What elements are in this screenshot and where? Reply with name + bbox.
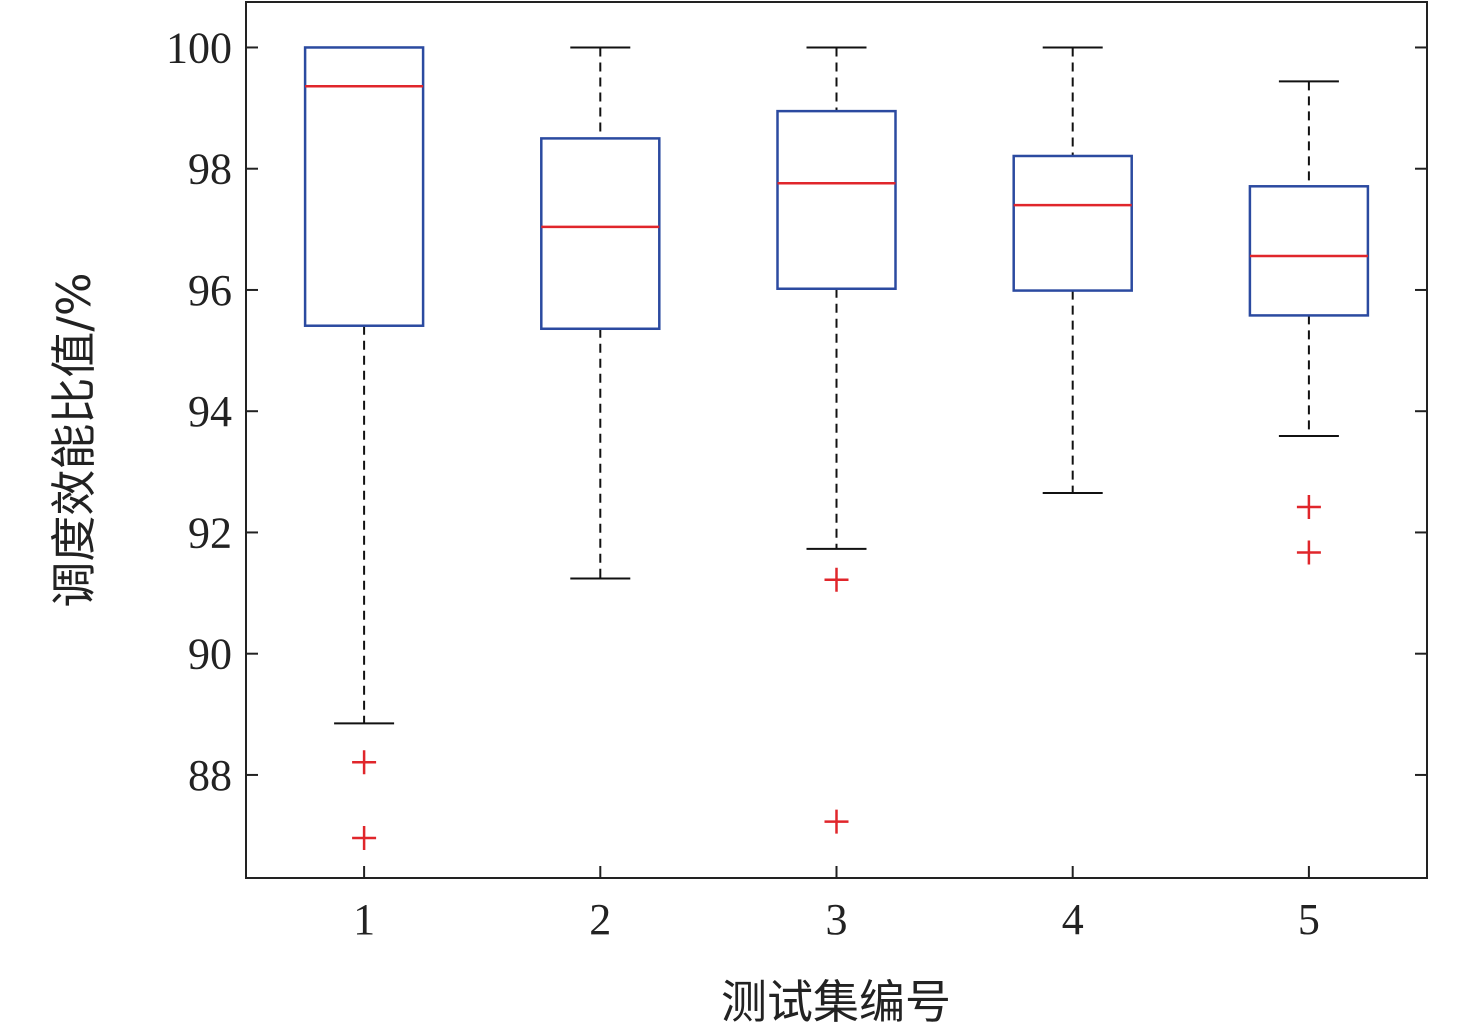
y-tick-label: 96 [188,266,232,315]
box-group-4 [1012,46,1133,495]
outlier-marker [824,809,849,834]
iqr-box [303,46,425,327]
y-tick-label: 88 [188,751,232,800]
iqr-box [1012,154,1133,292]
y-tick-label: 94 [188,387,232,436]
outlier-marker [352,825,377,850]
outlier-marker [1296,540,1321,565]
y-tick-label: 90 [188,630,232,679]
x-tick-label: 5 [1298,895,1320,944]
outlier-marker [352,750,377,775]
x-tick-label: 4 [1062,895,1084,944]
outlier-marker [824,567,849,592]
y-tick-label: 98 [188,145,232,194]
y-tick-label: 100 [166,23,232,72]
outlier-marker [1296,494,1321,519]
x-tick-label: 1 [353,895,375,944]
box-group-1 [303,46,425,850]
y-tick-label: 92 [188,508,232,557]
iqr-box [776,109,897,290]
x-axis-label: 测试集编号 [721,975,951,1029]
box-group-5 [1248,80,1370,565]
box-group-3 [776,46,897,834]
iqr-box [540,137,661,331]
x-tick-label: 2 [589,895,611,944]
y-axis-label: 调度效能比值/% [47,272,101,607]
x-tick-label: 3 [826,895,848,944]
box-group-2 [540,46,661,580]
iqr-box [1248,185,1370,317]
